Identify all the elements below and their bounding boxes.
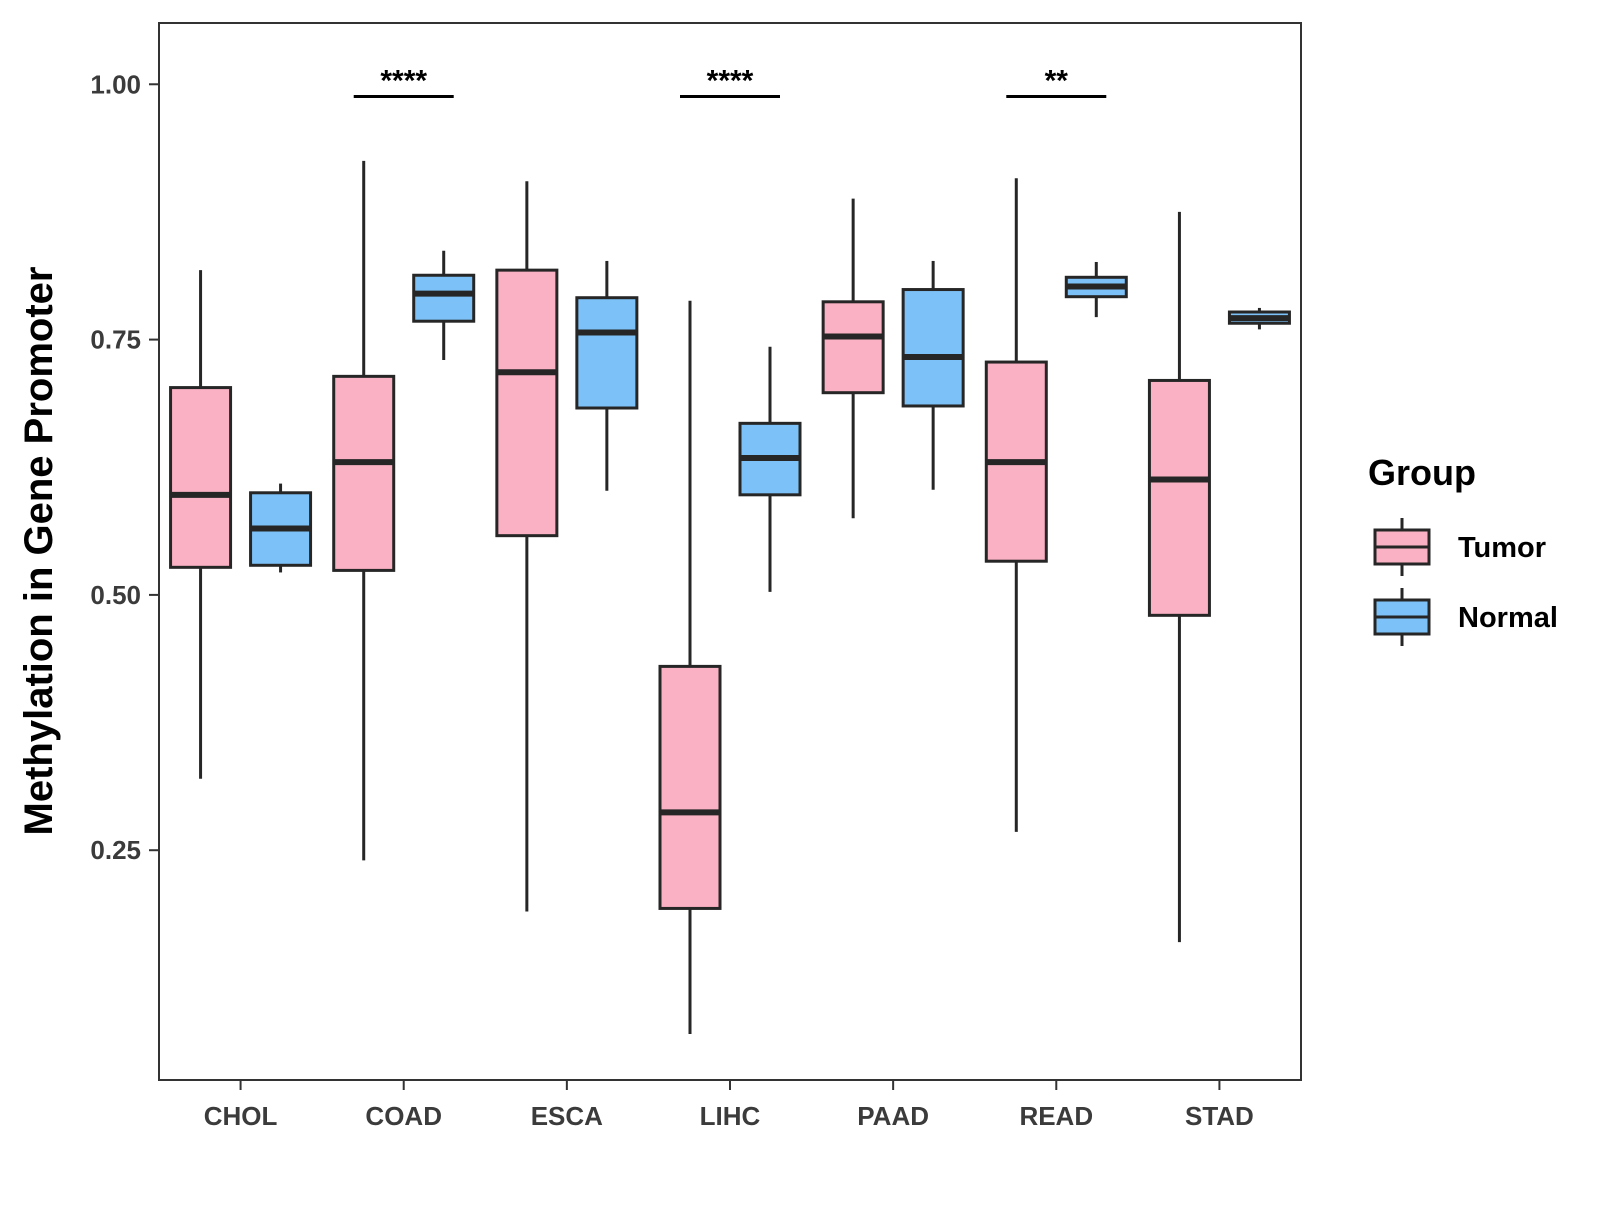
x-axis: CHOL COAD ESCA LIHC PAAD READ STAD <box>204 1080 1254 1131</box>
box-normal-chol <box>249 483 313 573</box>
x-tick-label: COAD <box>365 1101 442 1131</box>
x-tick-label: READ <box>1019 1101 1093 1131</box>
box-body <box>575 296 639 410</box>
significance-label: ** <box>1045 65 1069 98</box>
box-body <box>169 386 233 569</box>
box-body <box>658 664 722 910</box>
y-tick-label: 0.50 <box>90 580 141 610</box>
legend-title: Group <box>1368 452 1476 493</box>
plot-panel <box>158 22 1302 1081</box>
significance-label: **** <box>707 65 754 98</box>
x-tick-label: PAAD <box>857 1101 929 1131</box>
x-tick-label: LIHC <box>700 1101 761 1131</box>
box-body <box>332 374 396 572</box>
box-tumor-paad <box>821 198 885 519</box>
legend-label: Normal <box>1458 602 1558 634</box>
box-body <box>1147 378 1211 617</box>
legend-entry-normal: Normal <box>1373 588 1558 646</box>
box-normal-paad <box>901 260 965 490</box>
y-axis-label: Methylation in Gene Promoter <box>17 267 61 836</box>
legend-entry-tumor: Tumor <box>1373 518 1546 576</box>
box-normal-esca <box>575 260 639 491</box>
box-tumor-lihc <box>658 300 722 1035</box>
y-tick-label: 0.75 <box>90 325 141 355</box>
box-tumor-coad <box>332 160 396 861</box>
x-tick-label: ESCA <box>531 1101 603 1131</box>
box-tumor-chol <box>169 270 233 779</box>
box-normal-stad <box>1227 307 1291 330</box>
box-tumor-esca <box>495 181 559 912</box>
y-axis: 0.25 0.50 0.75 1.00 <box>90 69 159 865</box>
box-normal-read <box>1064 261 1128 318</box>
box-body <box>901 288 965 408</box>
legend: Group Tumor Normal <box>1368 452 1558 646</box>
significance-layer: **** **** ** <box>353 65 1107 99</box>
box-body <box>412 273 476 323</box>
box-body <box>495 268 559 538</box>
box-normal-coad <box>412 250 476 361</box>
box-normal-lihc <box>738 346 802 592</box>
x-tick-label: CHOL <box>204 1101 278 1131</box>
legend-label: Tumor <box>1458 532 1546 564</box>
box-tumor-stad <box>1147 211 1211 943</box>
y-tick-label: 1.00 <box>90 69 141 99</box>
box-body <box>821 300 885 395</box>
boxes-layer <box>169 160 1291 1035</box>
y-tick-label: 0.25 <box>90 835 141 865</box>
box-tumor-read <box>984 178 1048 832</box>
significance-label: **** <box>380 65 427 98</box>
x-tick-label: STAD <box>1185 1101 1254 1131</box>
